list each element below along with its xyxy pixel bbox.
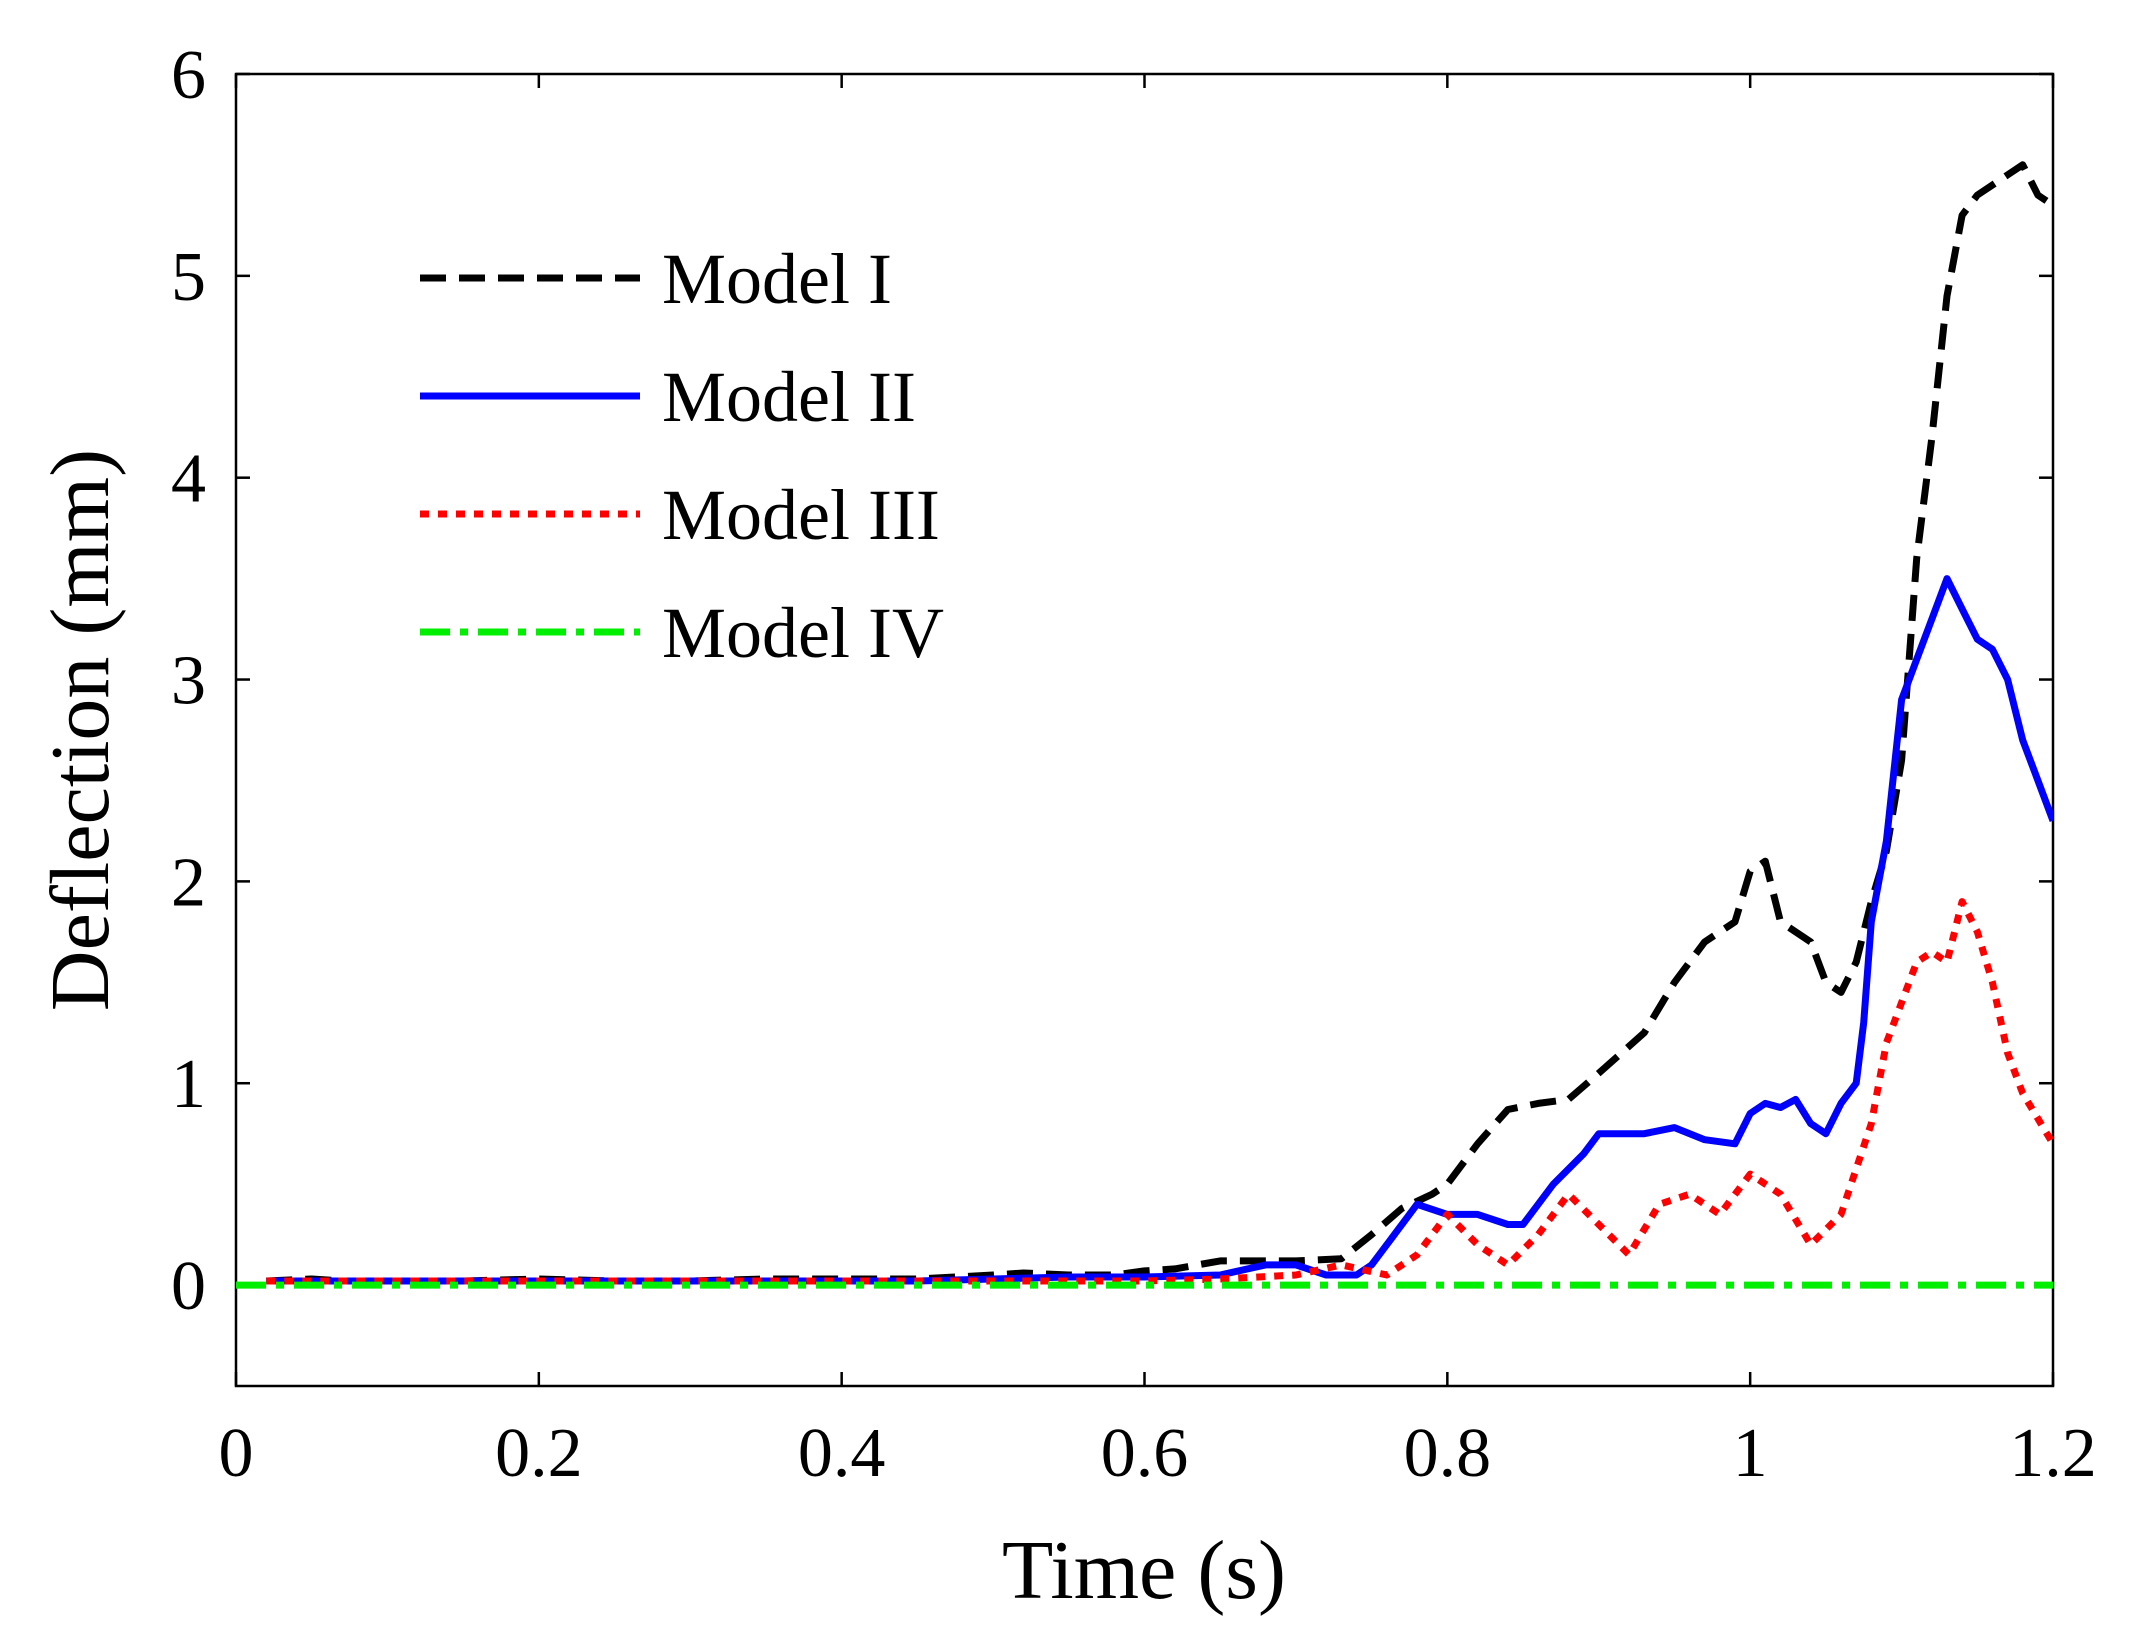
x-axis-title: Time (s) <box>1002 1524 1286 1617</box>
legend-label-3: Model III <box>662 475 940 555</box>
x-tick-label: 0 <box>219 1415 254 1492</box>
y-tick-label: 3 <box>171 643 206 720</box>
y-tick-label: 1 <box>171 1046 206 1123</box>
legend: Model I Model II Model III Model IV <box>420 239 944 673</box>
y-tick-label: 5 <box>171 239 206 316</box>
plot-area-frame <box>234 72 2055 1388</box>
x-tick-label: 1 <box>1733 1415 1768 1492</box>
y-tick-label: 6 <box>171 37 206 114</box>
axis-tick-labels: 0 0.2 0.4 0.6 0.8 1 1.2 0 1 2 3 4 5 6 <box>171 37 2097 1492</box>
series-layer <box>236 161 2053 1289</box>
x-tick-label: 0.4 <box>798 1415 886 1492</box>
y-tick-label: 4 <box>171 441 206 518</box>
y-tick-label: 0 <box>171 1248 206 1325</box>
x-tick-label: 0.8 <box>1404 1415 1492 1492</box>
legend-label-4: Model IV <box>662 593 944 673</box>
axis-ticks <box>234 72 2055 1386</box>
x-tick-label: 1.2 <box>2009 1415 2097 1492</box>
y-tick-label: 2 <box>171 844 206 921</box>
y-axis-title: Deflection (mm) <box>34 449 127 1011</box>
legend-label-1: Model I <box>662 239 892 319</box>
series-line-3 <box>266 898 2053 1285</box>
x-tick-label: 0.6 <box>1101 1415 1189 1492</box>
series-line-1 <box>266 161 2053 1285</box>
legend-label-2: Model II <box>662 357 916 437</box>
series-line-2 <box>266 575 2053 1285</box>
x-tick-label: 0.2 <box>495 1415 583 1492</box>
